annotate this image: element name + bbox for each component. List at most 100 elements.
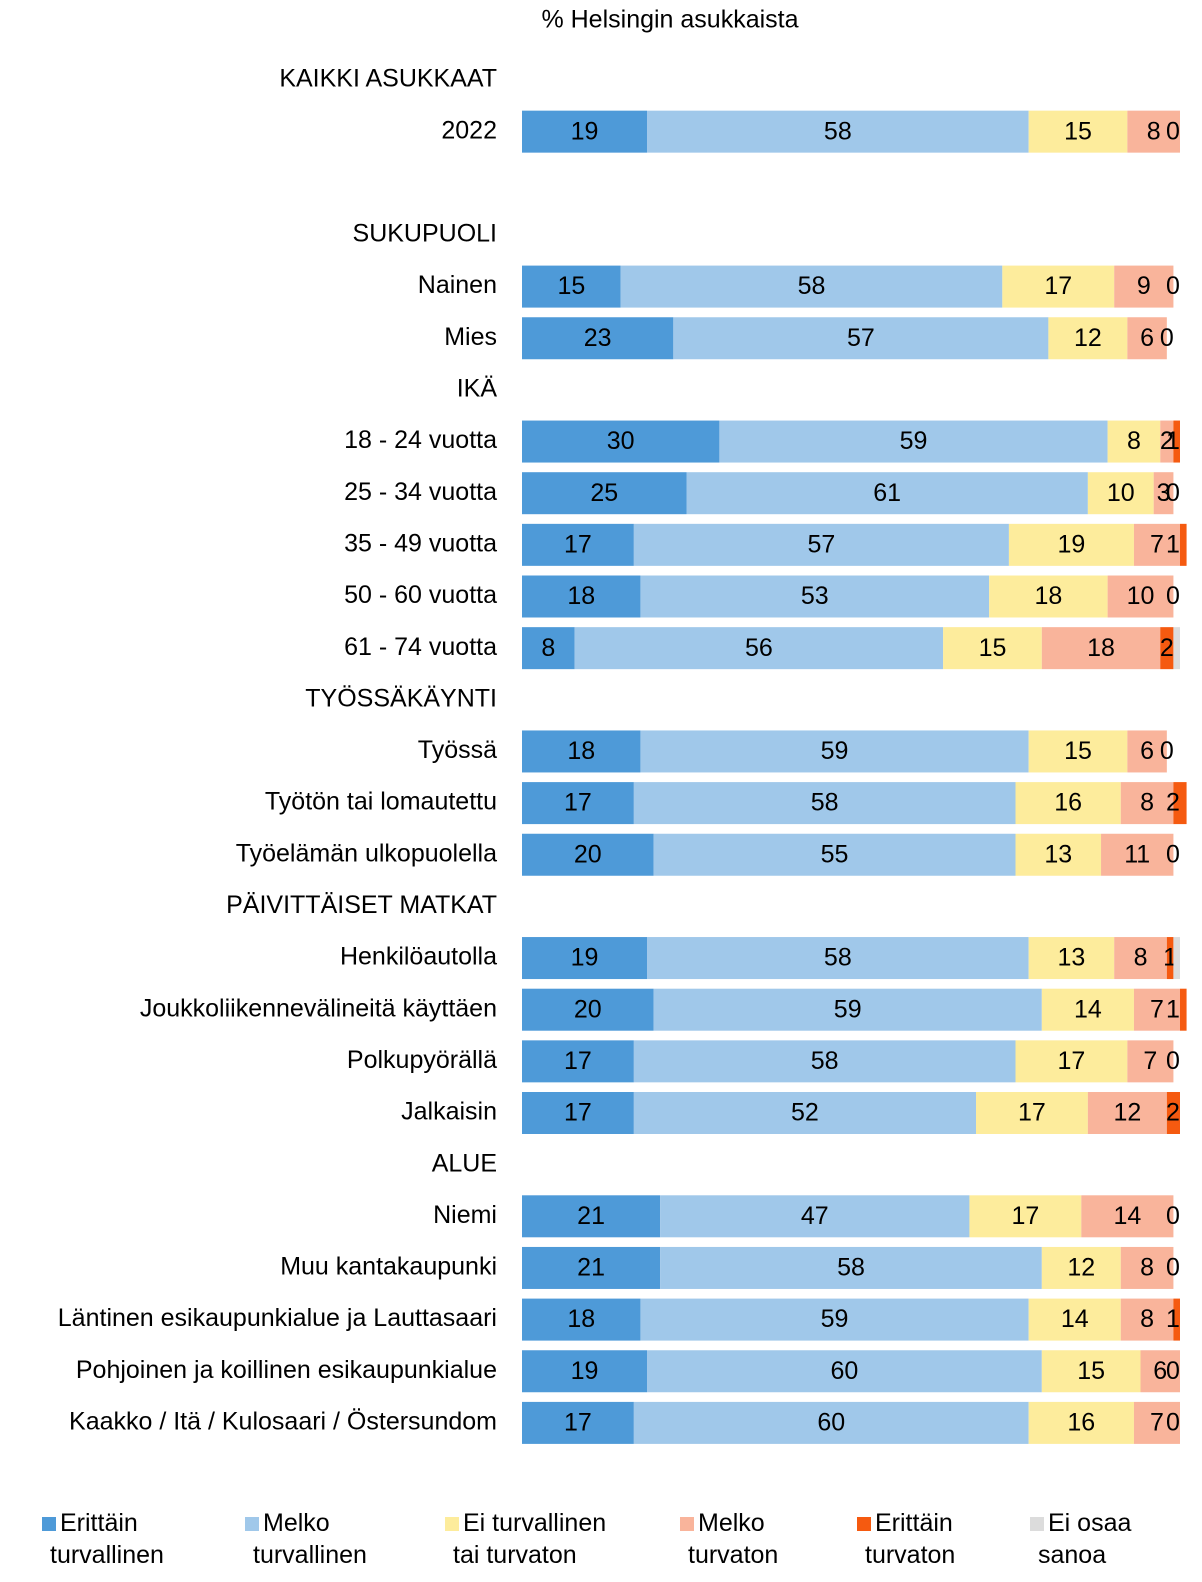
data-label: 0 xyxy=(1166,117,1180,145)
data-label: 59 xyxy=(821,737,849,765)
category-label: Läntinen esikaupunkialue ja Lauttasaari xyxy=(58,1304,497,1332)
data-label: 57 xyxy=(847,324,875,352)
legend-line: tai turvaton xyxy=(453,1541,577,1569)
data-label: 19 xyxy=(571,944,599,972)
data-label: 0 xyxy=(1166,1409,1180,1437)
bar-segment xyxy=(1120,782,1174,825)
category-label: Henkilöautolla xyxy=(340,943,497,971)
bar-segment xyxy=(522,1298,641,1341)
bar-segment xyxy=(522,420,720,463)
bar-segment xyxy=(1140,1350,1180,1393)
bar-segment xyxy=(640,575,990,618)
data-label: 20 xyxy=(574,840,602,868)
legend-swatch xyxy=(245,1517,259,1531)
bar-segment xyxy=(522,833,654,876)
data-label: 2 xyxy=(1166,1099,1180,1127)
bar-segment xyxy=(1028,937,1115,980)
bar-segment xyxy=(522,265,621,308)
data-label: 12 xyxy=(1067,1254,1095,1282)
data-label: 55 xyxy=(821,840,849,868)
category-label: 25 - 34 vuotta xyxy=(344,478,497,506)
data-label: 0 xyxy=(1166,272,1180,300)
bar-segment xyxy=(1127,317,1167,360)
bar-segment xyxy=(1133,1401,1180,1444)
category-label: 18 - 24 vuotta xyxy=(344,426,497,454)
legend-label: Ei turvallinen tai turvaton xyxy=(453,1509,606,1569)
data-label: 7 xyxy=(1143,1047,1157,1075)
data-label: 1 xyxy=(1166,530,1180,558)
bar-segment xyxy=(647,110,1029,153)
legend-line: Melko xyxy=(698,1509,765,1537)
data-label: 15 xyxy=(1064,737,1092,765)
data-label: 10 xyxy=(1127,582,1155,610)
data-label: 21 xyxy=(577,1202,605,1230)
bar-segment xyxy=(1173,420,1180,463)
legend-label: Melko turvaton xyxy=(688,1509,778,1569)
data-label: 19 xyxy=(1058,530,1086,558)
data-label: 60 xyxy=(831,1357,859,1385)
data-label: 6 xyxy=(1153,1357,1167,1385)
category-label: SUKUPUOLI xyxy=(353,220,497,248)
bar-segment xyxy=(660,1246,1042,1289)
bar-segment xyxy=(1127,730,1167,773)
data-label: 17 xyxy=(564,1409,592,1437)
bar-segment xyxy=(647,937,1029,980)
bar-segment xyxy=(976,1092,1088,1134)
bar-segment xyxy=(633,523,1009,566)
category-label: Kaakko / Itä / Kulosaari / Östersundom xyxy=(69,1408,497,1436)
data-label: 0 xyxy=(1166,840,1180,868)
data-label: 25 xyxy=(590,479,618,507)
legend-swatch xyxy=(42,1517,56,1531)
data-label: 0 xyxy=(1166,1047,1180,1075)
bar-segment xyxy=(1015,833,1102,876)
data-label: 0 xyxy=(1166,1357,1180,1385)
category-label: Jalkaisin xyxy=(401,1098,497,1126)
data-label: 14 xyxy=(1113,1202,1141,1230)
data-label: 12 xyxy=(1113,1099,1141,1127)
bar-segment xyxy=(522,627,575,670)
bar-segment xyxy=(522,523,634,566)
bar-segment xyxy=(633,1401,1029,1444)
data-label: 1 xyxy=(1166,995,1180,1023)
bar-segment xyxy=(522,1401,634,1444)
bar-segment xyxy=(522,988,654,1031)
category-label: IKÄ xyxy=(457,375,498,403)
data-label: 0 xyxy=(1166,1254,1180,1282)
data-label: 0 xyxy=(1160,324,1174,352)
legend-line: Ei osaa xyxy=(1048,1509,1131,1537)
category-label: Työelämän ulkopuolella xyxy=(236,839,497,867)
category-label: KAIKKI ASUKKAAT xyxy=(279,65,497,93)
data-label: 58 xyxy=(811,789,839,817)
bar-segment xyxy=(522,730,641,773)
bar-segment xyxy=(1015,782,1121,825)
bar-segment xyxy=(1087,472,1154,515)
category-label: 35 - 49 vuotta xyxy=(344,529,497,557)
bar-segment xyxy=(653,988,1042,1031)
data-label: 19 xyxy=(571,1357,599,1385)
data-label: 10 xyxy=(1107,479,1135,507)
legend-swatch xyxy=(1030,1517,1044,1531)
legend-label: Erittäin turvaton xyxy=(865,1509,955,1569)
bar-segment xyxy=(522,1092,634,1134)
legend-line: sanoa xyxy=(1038,1541,1106,1569)
data-label: 61 xyxy=(873,479,901,507)
data-label: 17 xyxy=(564,789,592,817)
bar-segment xyxy=(1160,627,1174,670)
data-label: 18 xyxy=(567,737,595,765)
legend-line: turvaton xyxy=(865,1541,955,1569)
category-label: Niemi xyxy=(433,1201,497,1229)
data-label: 12 xyxy=(1074,324,1102,352)
legend-line: Melko xyxy=(263,1509,330,1537)
data-label: 17 xyxy=(564,1047,592,1075)
bar-segment xyxy=(989,575,1108,618)
data-label: 47 xyxy=(801,1202,829,1230)
bar-segment xyxy=(522,1350,648,1393)
data-label: 17 xyxy=(1044,272,1072,300)
bar-segment xyxy=(1048,317,1128,360)
data-label: 21 xyxy=(577,1254,605,1282)
category-label: Polkupyörällä xyxy=(347,1046,497,1074)
category-label: TYÖSSÄKÄYNTI xyxy=(305,684,497,712)
bar-segment xyxy=(522,575,641,618)
bar-segment xyxy=(522,1246,661,1289)
data-label: 59 xyxy=(900,427,928,455)
